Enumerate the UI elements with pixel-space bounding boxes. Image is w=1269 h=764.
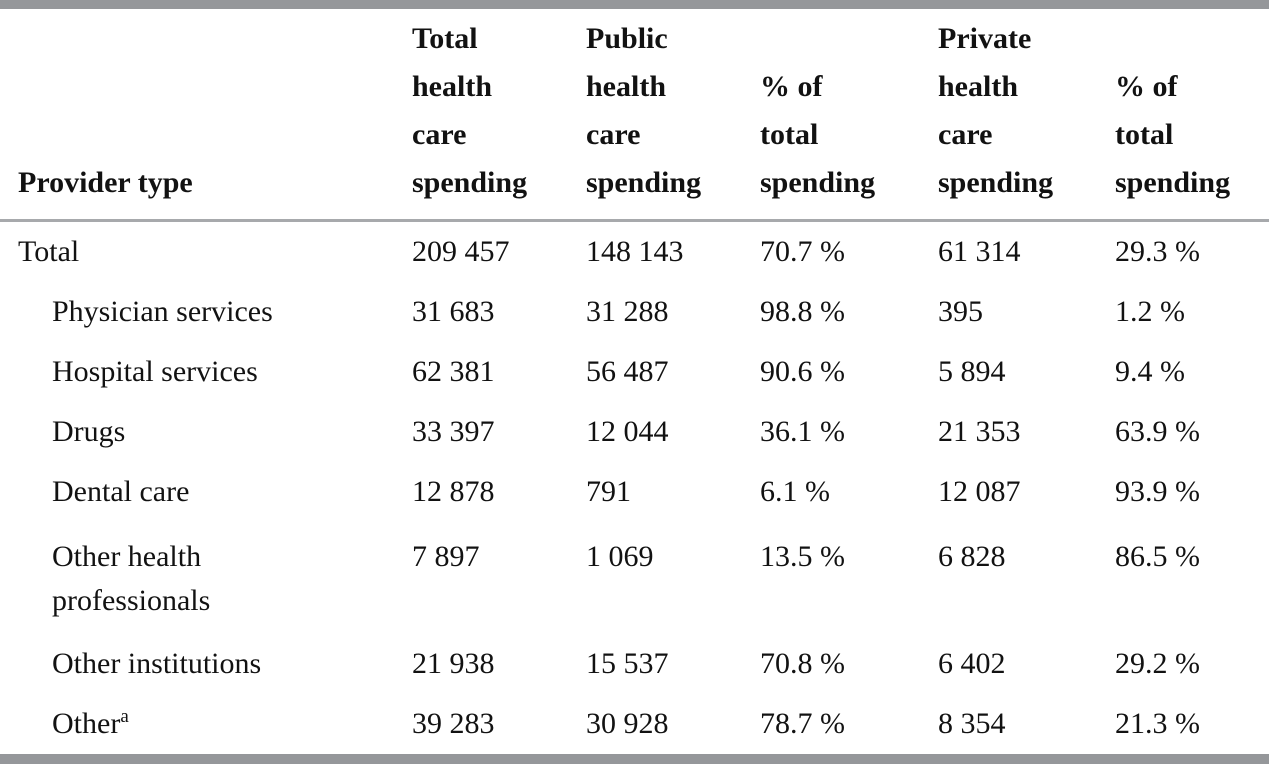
cell-private-percent: 9.4 %: [1115, 355, 1185, 388]
cell-total-spending: 209 457: [412, 235, 510, 268]
cell-total-spending: 7 897: [412, 540, 480, 573]
cell-public-percent: 70.7 %: [760, 235, 845, 268]
cell-total-spending: 12 878: [412, 475, 495, 508]
cell-public-spending: 31 288: [586, 295, 669, 328]
cell-public-spending: 30 928: [586, 707, 669, 740]
cell-private-spending: 395: [938, 295, 983, 328]
column-header-public-spending: Public health care spending: [568, 9, 742, 222]
cell-private-spending: 61 314: [938, 235, 1021, 268]
cell-private-percent: 93.9 %: [1115, 475, 1200, 508]
table-row-total: Total 209 457 148 143 70.7 % 61 314 29.3…: [0, 221, 1269, 283]
column-header-provider-type: Provider type: [0, 9, 394, 222]
cell-private-percent: 29.3 %: [1115, 235, 1200, 268]
cell-total-spending: 21 938: [412, 647, 495, 680]
cell-private-percent: 21.3 %: [1115, 707, 1200, 740]
cell-public-spending: 1 069: [586, 540, 654, 573]
cell-private-spending: 12 087: [938, 475, 1021, 508]
cell-public-percent: 36.1 %: [760, 415, 845, 448]
cell-public-percent: 98.8 %: [760, 295, 845, 328]
row-label: Drugs: [52, 415, 126, 448]
cell-private-spending: 5 894: [938, 355, 1006, 388]
cell-private-spending: 8 354: [938, 707, 1006, 740]
row-label: Othera: [0, 694, 394, 754]
cell-public-percent: 78.7 %: [760, 707, 845, 740]
table-row-drugs: Drugs 33 397 12 044 36.1 % 21 353 63.9 %: [0, 402, 1269, 462]
row-label: Other health professionals: [52, 540, 211, 617]
cell-private-percent: 29.2 %: [1115, 647, 1200, 680]
top-rule-bar: [0, 0, 1269, 9]
cell-private-spending: 6 402: [938, 647, 1006, 680]
row-label: Other institutions: [52, 647, 262, 680]
table-row-physician-services: Physician services 31 683 31 288 98.8 % …: [0, 282, 1269, 342]
table-row-other-health-professionals: Other health professionals 7 897 1 069 1…: [0, 522, 1269, 634]
row-label: Total: [18, 235, 80, 268]
cell-private-percent: 1.2 %: [1115, 295, 1185, 328]
column-header-public-percent: % of total spending: [742, 9, 920, 222]
cell-public-spending: 15 537: [586, 647, 669, 680]
cell-public-spending: 56 487: [586, 355, 669, 388]
table-row-dental-care: Dental care 12 878 791 6.1 % 12 087 93.9…: [0, 462, 1269, 522]
bottom-rule-bar: [0, 754, 1269, 764]
row-label: Hospital services: [52, 355, 258, 388]
cell-private-spending: 6 828: [938, 540, 1006, 573]
cell-private-percent: 63.9 %: [1115, 415, 1200, 448]
column-header-private-percent: % of total spending: [1097, 9, 1269, 222]
row-label: Dental care: [52, 475, 190, 508]
column-header-total-spending: Total health care spending: [394, 9, 568, 222]
table-row-other: Othera 39 283 30 928 78.7 % 8 354 21.3 %: [0, 694, 1269, 754]
cell-public-spending: 148 143: [586, 235, 684, 268]
cell-private-percent: 86.5 %: [1115, 540, 1200, 573]
health-spending-table: Provider type Total health care spending…: [0, 9, 1269, 754]
cell-public-percent: 90.6 %: [760, 355, 845, 388]
cell-public-percent: 70.8 %: [760, 647, 845, 680]
table-header: Provider type Total health care spending…: [0, 9, 1269, 222]
column-header-private-spending: Private health care spending: [920, 9, 1097, 222]
header-row: Provider type Total health care spending…: [0, 9, 1269, 222]
table-row-other-institutions: Other institutions 21 938 15 537 70.8 % …: [0, 634, 1269, 694]
cell-private-spending: 21 353: [938, 415, 1021, 448]
row-label: Physician services: [52, 295, 273, 328]
row-label-text: Other: [52, 707, 121, 740]
table-body: Total 209 457 148 143 70.7 % 61 314 29.3…: [0, 221, 1269, 755]
cell-public-spending: 791: [586, 475, 631, 508]
footnote-marker: a: [120, 706, 129, 727]
cell-total-spending: 33 397: [412, 415, 495, 448]
cell-public-percent: 6.1 %: [760, 475, 830, 508]
cell-public-spending: 12 044: [586, 415, 669, 448]
table-row-hospital-services: Hospital services 62 381 56 487 90.6 % 5…: [0, 342, 1269, 402]
cell-total-spending: 62 381: [412, 355, 495, 388]
cell-total-spending: 31 683: [412, 295, 495, 328]
cell-public-percent: 13.5 %: [760, 540, 845, 573]
cell-total-spending: 39 283: [412, 707, 495, 740]
